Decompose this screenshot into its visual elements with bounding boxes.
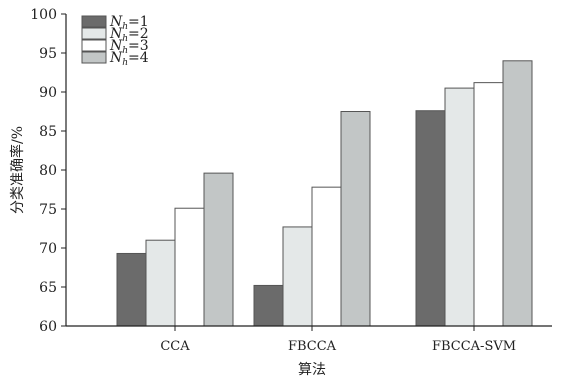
bar-3-fbcca bbox=[311, 186, 342, 327]
legend-swatch-3 bbox=[81, 39, 107, 52]
y-tick-label: 90 bbox=[39, 85, 57, 101]
bar-3-cca bbox=[174, 207, 205, 327]
legend-label-4: Nh=4 bbox=[109, 50, 149, 68]
category-label: FBCCA-SVM bbox=[432, 339, 516, 354]
bar-4-cca bbox=[203, 172, 234, 327]
legend: Nh=1Nh=2Nh=3Nh=4 bbox=[81, 14, 149, 68]
category-label: FBCCA bbox=[288, 339, 337, 354]
legend-swatch-1 bbox=[81, 15, 107, 28]
y-tick-label: 85 bbox=[39, 124, 57, 140]
bar-1-fbcca-svm bbox=[415, 110, 446, 327]
plot-area: 60 65 70 75 80 85 90 95 100 CCA FBCCA FBCCA-SVM bbox=[30, 7, 552, 354]
bar-1-cca bbox=[116, 252, 147, 327]
y-tick-label: 80 bbox=[39, 163, 57, 179]
y-tick-label: 70 bbox=[39, 241, 57, 257]
category-label: CCA bbox=[160, 339, 190, 354]
bar-2-cca bbox=[145, 239, 176, 327]
bar-4-fbcca bbox=[340, 111, 371, 327]
legend-swatch-4 bbox=[81, 51, 107, 64]
legend-label-2: Nh=2 bbox=[109, 26, 149, 44]
bar-1-fbcca bbox=[253, 284, 284, 327]
legend-label-1: Nh=1 bbox=[109, 14, 149, 32]
y-tick-label: 75 bbox=[39, 202, 57, 218]
bar-4-fbcca-svm bbox=[502, 60, 533, 327]
bar-2-fbcca bbox=[282, 226, 313, 327]
legend-swatch-2 bbox=[81, 27, 107, 40]
y-axis-title: 分类准确率/% bbox=[9, 126, 26, 214]
x-axis-title: 算法 bbox=[298, 362, 326, 378]
legend-label-3: Nh=3 bbox=[109, 38, 149, 56]
y-tick-label: 60 bbox=[39, 319, 57, 335]
y-tick-label: 65 bbox=[39, 280, 57, 296]
y-tick-label: 95 bbox=[39, 46, 57, 62]
bar-3-fbcca-svm bbox=[473, 82, 504, 327]
y-tick-label: 100 bbox=[30, 7, 57, 23]
bar-2-fbcca-svm bbox=[444, 87, 475, 327]
